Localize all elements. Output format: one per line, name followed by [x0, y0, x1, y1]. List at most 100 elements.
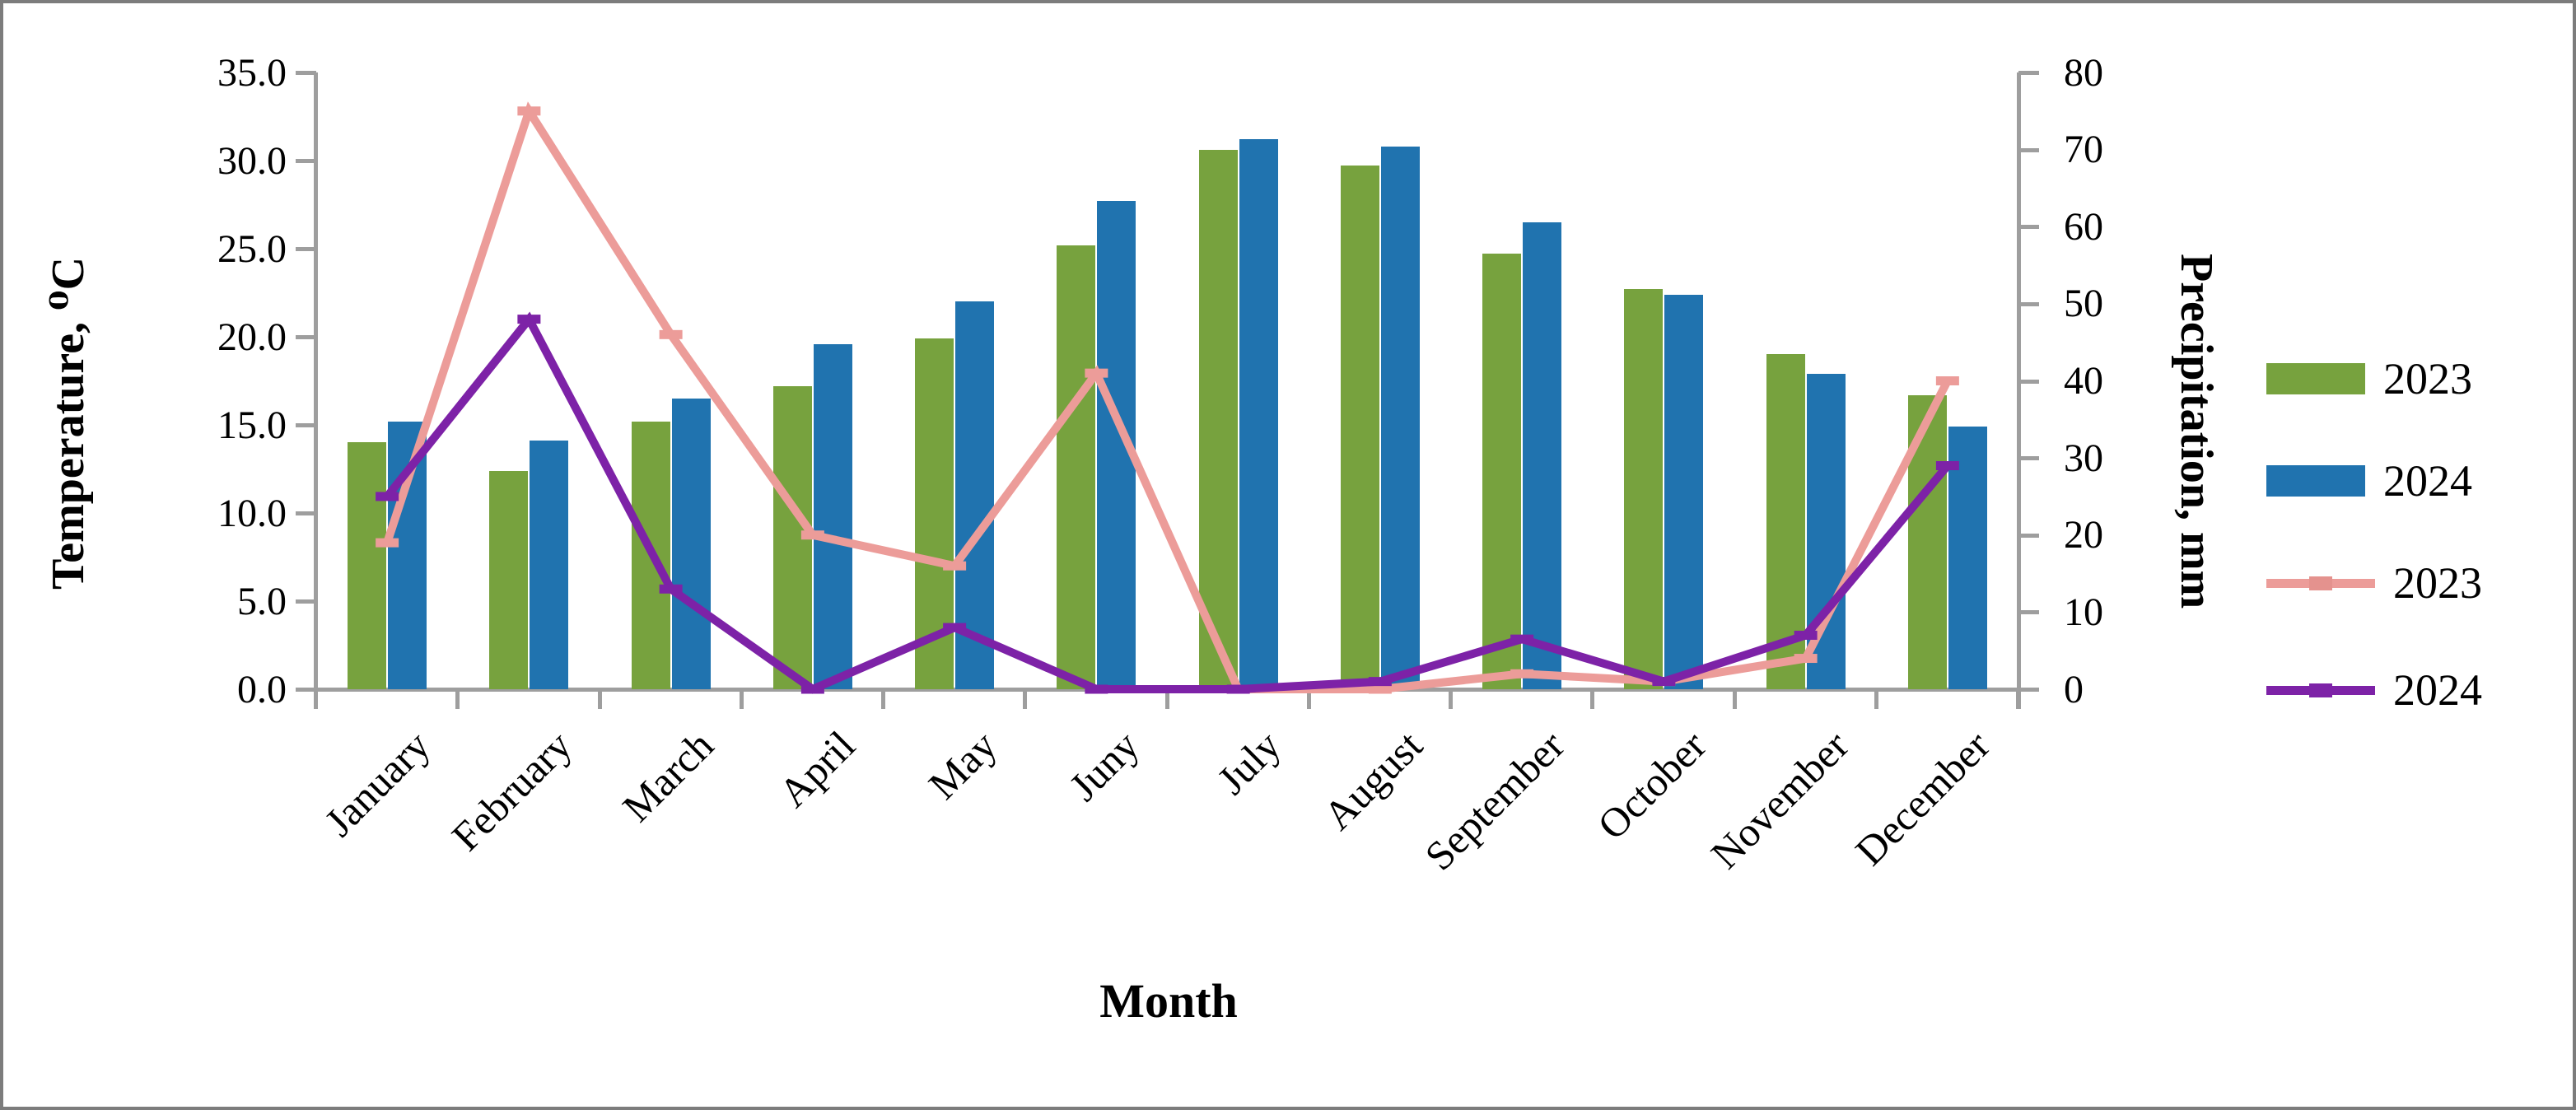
legend-item-bar-2023: 2023: [2266, 350, 2563, 408]
legend-line-marker-2024: [2309, 683, 2332, 697]
precip-marker-2024-may: [943, 623, 967, 632]
month-label-november: November: [1701, 721, 1857, 878]
precip-marker-2024-september: [1510, 634, 1534, 644]
legend-swatch-bar-2023: [2266, 363, 2365, 394]
precip-marker-2024-february: [517, 315, 541, 324]
legend-label-2023: 2023: [2393, 558, 2482, 608]
precip-marker-2024-juny: [1085, 684, 1108, 694]
right-axis-tick-label: 80: [2064, 50, 2103, 95]
bar-2024-october: [1664, 294, 1704, 689]
bar-2024-july: [1239, 139, 1278, 689]
x-axis-tick: [1164, 689, 1169, 709]
legend-item-bar-2024: 2024: [2266, 452, 2563, 510]
bar-2023-july: [1198, 150, 1238, 689]
right-axis-title: Precipitation, mm: [2171, 254, 2222, 609]
left-axis-tick-label: 15.0: [217, 403, 287, 447]
month-label-december: December: [1846, 721, 2000, 874]
precip-marker-2023-december: [1935, 376, 1959, 385]
x-axis-tick: [597, 689, 602, 709]
precip-marker-2023-november: [1794, 654, 1818, 664]
right-axis-tick-label: 0: [2064, 667, 2084, 711]
month-label-may: May: [920, 721, 1006, 809]
bar-2024-august: [1380, 146, 1420, 689]
x-axis-tick: [455, 689, 460, 709]
legend-label-2024: 2024: [2393, 665, 2482, 715]
precip-marker-2024-march: [659, 584, 683, 594]
legend-swatch-bar-2024: [2266, 465, 2365, 497]
x-axis-tick: [881, 689, 885, 709]
left-axis-tick-label: 35.0: [217, 50, 287, 95]
precip-marker-2024-april: [800, 684, 824, 694]
precip-marker-2023-april: [800, 530, 824, 540]
left-axis-tick-label: 20.0: [217, 315, 287, 359]
x-axis-tick: [2016, 689, 2020, 709]
x-axis-tick: [1874, 689, 1878, 709]
bar-2024-december: [1948, 427, 1987, 689]
left-axis-tick: [296, 423, 316, 427]
right-axis-tick: [2018, 456, 2039, 461]
right-axis-tick: [2018, 147, 2039, 152]
right-axis-tick: [2018, 688, 2039, 692]
precip-line-2024: [384, 311, 1951, 694]
month-label-september: September: [1416, 721, 1574, 879]
month-label-april: April: [769, 721, 865, 816]
right-axis-tick: [2018, 379, 2039, 384]
bar-2024-march: [671, 398, 711, 689]
right-axis-tick: [2018, 71, 2039, 75]
bar-2023-juny: [1057, 245, 1096, 689]
y-axis-right-line: [2017, 72, 2021, 709]
right-axis-tick-label: 50: [2064, 282, 2103, 326]
legend-label-2024: 2024: [2383, 456, 2472, 506]
bar-2023-october: [1624, 289, 1664, 689]
right-axis-tick-label: 10: [2064, 590, 2103, 634]
right-axis-tick-label: 40: [2064, 359, 2103, 403]
precip-marker-2024-january: [376, 492, 399, 501]
x-axis-tick: [314, 689, 318, 709]
left-axis-tick-label: 30.0: [217, 138, 287, 183]
precip-marker-2024-december: [1935, 460, 1959, 470]
left-axis-tick-label: 25.0: [217, 226, 287, 271]
x-axis-tick: [1023, 689, 1028, 709]
x-axis-title: Month: [1099, 974, 1238, 1028]
precip-line-2023: [383, 101, 1952, 693]
precip-marker-2023-august: [1368, 684, 1392, 694]
month-label-march: March: [614, 721, 722, 831]
legend-swatch-line-2023: [2266, 576, 2375, 590]
left-axis-tick: [296, 688, 316, 692]
precipitation-lines-layer: [376, 101, 1959, 694]
left-axis-tick: [296, 247, 316, 251]
right-axis-tick-label: 70: [2064, 128, 2103, 172]
precip-marker-2023-may: [943, 561, 967, 571]
left-axis-tick: [296, 71, 316, 75]
month-label-juny: Juny: [1060, 721, 1148, 810]
left-axis-tick: [296, 511, 316, 515]
bar-2023-august: [1340, 166, 1379, 689]
x-axis-tick: [1732, 689, 1737, 709]
x-axis-tick: [1449, 689, 1453, 709]
right-axis-tick: [2018, 301, 2039, 306]
bar-2023-september: [1482, 254, 1522, 689]
right-axis-tick-label: 30: [2064, 436, 2103, 480]
precip-marker-2023-january: [376, 538, 399, 548]
month-label-january: January: [315, 721, 439, 846]
legend-line-marker-2023: [2309, 576, 2332, 590]
bar-2024-february: [530, 441, 569, 689]
legend-swatch-line-2024: [2266, 683, 2375, 697]
bar-2024-september: [1523, 222, 1562, 689]
legend-label-2023: 2023: [2383, 354, 2472, 403]
right-axis-tick-label: 20: [2064, 513, 2103, 557]
y-axis-left-line: [314, 72, 318, 709]
left-axis-tick-label: 5.0: [237, 579, 287, 623]
x-axis-tick: [1306, 689, 1311, 709]
legend-item-line-2023: 2023: [2266, 554, 2563, 612]
right-axis-tick-label: 60: [2064, 204, 2103, 249]
precip-marker-2024-july: [1226, 684, 1250, 694]
left-axis-tick: [296, 599, 316, 604]
precip-marker-2023-september: [1510, 669, 1534, 679]
precip-marker-2024-november: [1794, 630, 1818, 640]
precip-marker-2023-february: [517, 106, 541, 116]
bar-2024-april: [813, 343, 852, 689]
left-axis-tick-label: 0.0: [237, 667, 287, 711]
right-axis-tick: [2018, 610, 2039, 615]
